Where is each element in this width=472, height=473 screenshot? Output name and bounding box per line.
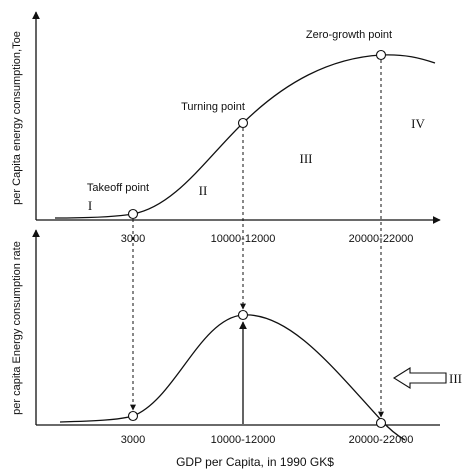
x-label: GDP per Capita, in 1990 GK$ [176,455,334,469]
hollow-arrow [392,367,447,389]
bottom-y-label: per capita Energy consumption rate [11,241,23,415]
tick-label: 20000-22000 [349,233,414,245]
zero-growth-point [375,49,387,61]
point-label: Turning point [181,101,245,113]
stage-label: III [300,151,313,166]
point-label: Zero-growth point [306,29,392,41]
stage-label: I [88,198,92,213]
stage-label: IV [411,116,425,131]
zero-point [375,417,387,429]
stage-label: II [199,183,208,198]
tick-label: 3000 [121,434,145,446]
tick-label: 20000-22000 [349,434,414,446]
top-y-label: per Capita energy consumption,Toe [11,31,23,205]
tick-label: 10000-12000 [211,434,276,446]
arrow-label: III [449,371,462,386]
turning-point [237,117,249,129]
point-label: Takeoff point [87,182,149,194]
peak-point [237,309,249,321]
takeoff-point [127,410,139,422]
bottom-curve [59,314,406,441]
takeoff-point [127,208,139,220]
